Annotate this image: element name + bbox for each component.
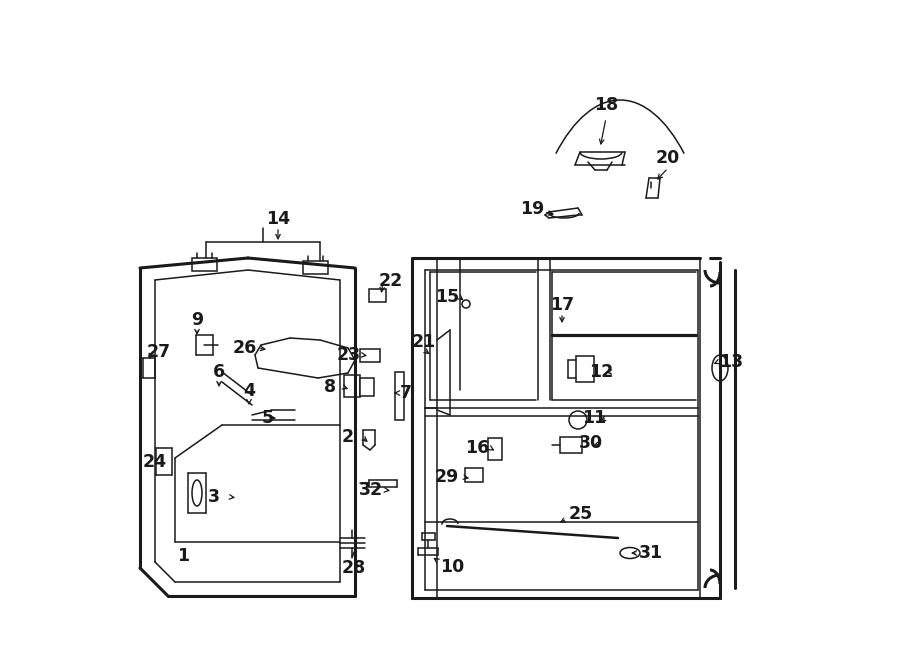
Text: 14: 14 (266, 210, 290, 228)
Text: 6: 6 (213, 363, 225, 381)
FancyBboxPatch shape (369, 289, 386, 302)
FancyBboxPatch shape (303, 261, 328, 274)
Text: 21: 21 (412, 333, 436, 351)
Text: 16: 16 (465, 439, 489, 457)
Text: 18: 18 (594, 96, 618, 114)
FancyBboxPatch shape (488, 438, 502, 460)
FancyBboxPatch shape (395, 372, 404, 420)
Text: 2: 2 (342, 428, 354, 446)
Text: 22: 22 (379, 272, 403, 290)
Text: 31: 31 (639, 544, 663, 562)
Text: 10: 10 (440, 558, 464, 576)
Ellipse shape (712, 355, 728, 381)
Text: 13: 13 (719, 353, 743, 371)
Ellipse shape (462, 300, 470, 308)
Text: 29: 29 (435, 468, 459, 486)
Text: 5: 5 (262, 409, 274, 427)
Text: 3: 3 (208, 488, 220, 506)
FancyBboxPatch shape (465, 468, 483, 482)
Text: 19: 19 (520, 200, 544, 218)
Text: 24: 24 (143, 453, 167, 471)
FancyBboxPatch shape (576, 356, 594, 382)
Text: 32: 32 (359, 481, 383, 499)
Text: 25: 25 (569, 505, 593, 523)
Text: 9: 9 (191, 311, 203, 329)
Text: 1: 1 (177, 547, 189, 565)
FancyBboxPatch shape (360, 349, 380, 362)
Text: 23: 23 (337, 346, 361, 364)
Text: 26: 26 (233, 339, 257, 357)
Text: 15: 15 (435, 288, 459, 306)
Text: 27: 27 (147, 343, 171, 361)
Ellipse shape (569, 411, 587, 429)
FancyBboxPatch shape (560, 437, 582, 453)
FancyBboxPatch shape (360, 378, 374, 396)
FancyBboxPatch shape (344, 375, 360, 397)
Text: 11: 11 (582, 409, 606, 427)
Text: 28: 28 (342, 559, 366, 577)
FancyBboxPatch shape (192, 258, 217, 271)
Text: 17: 17 (550, 296, 574, 314)
Text: 4: 4 (243, 382, 255, 400)
Text: 30: 30 (579, 434, 603, 452)
Text: 8: 8 (324, 378, 336, 396)
Text: 20: 20 (656, 149, 680, 167)
Text: 7: 7 (400, 384, 412, 402)
Text: 12: 12 (589, 363, 613, 381)
Ellipse shape (620, 547, 640, 559)
